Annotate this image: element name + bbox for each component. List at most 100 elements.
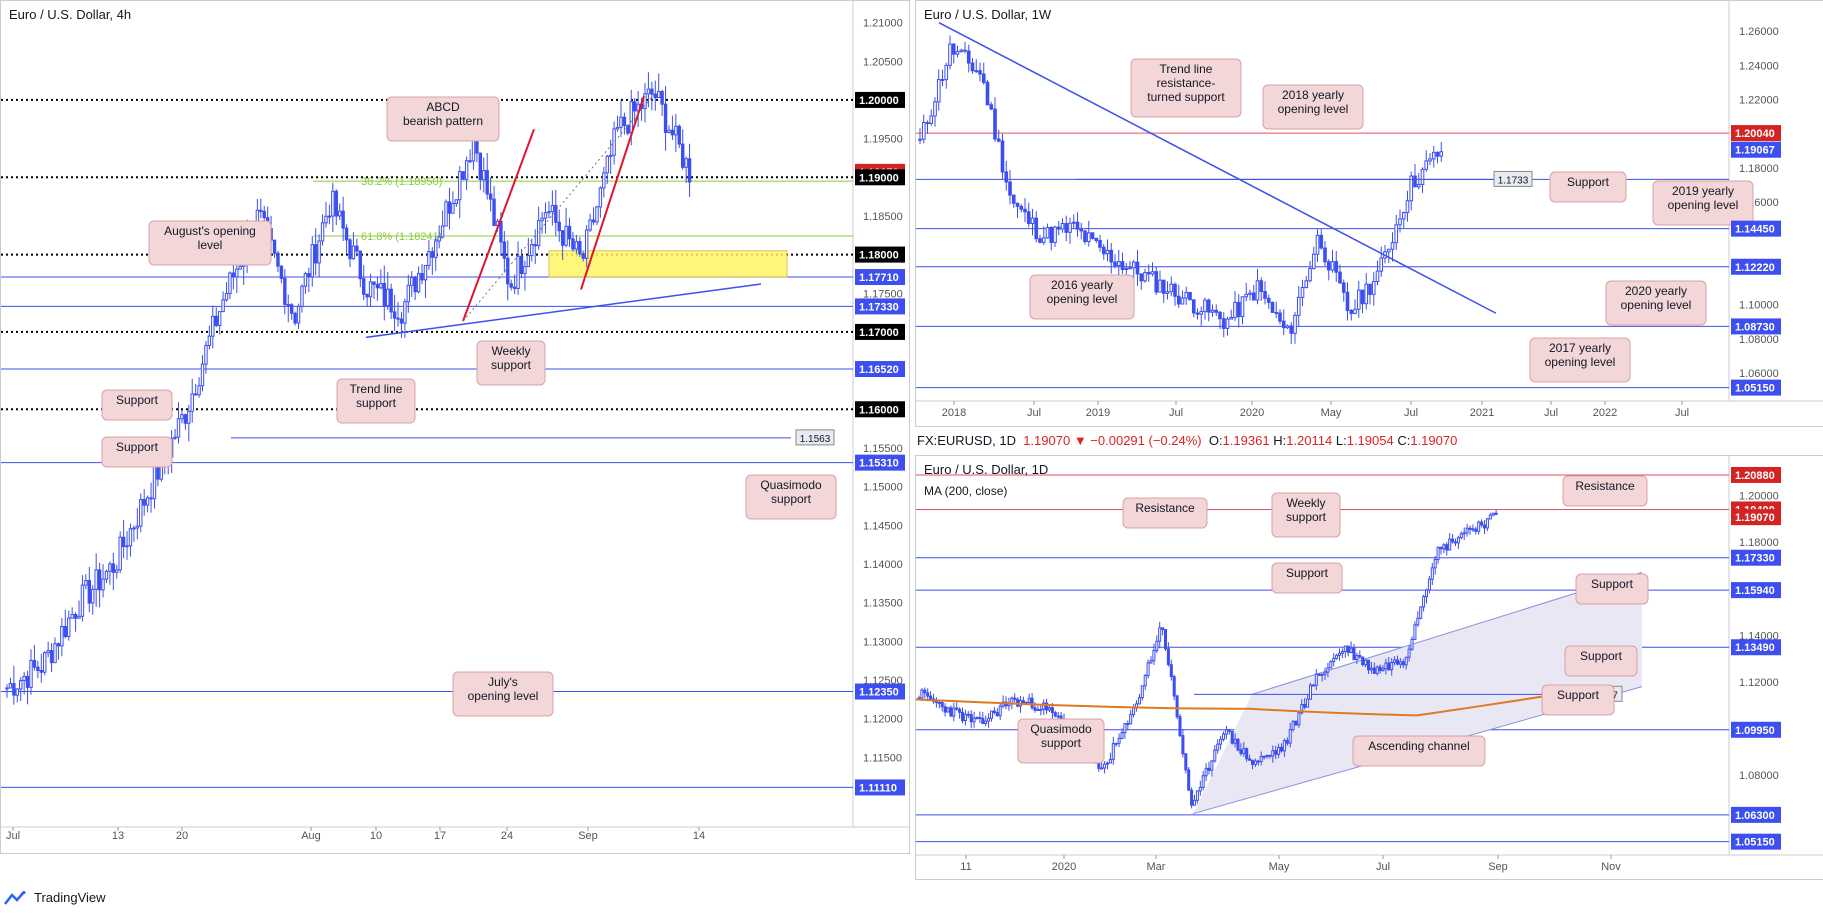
w1-candle-body xyxy=(1390,242,1395,250)
h4-candle-body xyxy=(142,499,146,506)
d1-candle-body xyxy=(1111,743,1115,760)
h4-candle-body xyxy=(547,211,551,214)
w1-candle-body xyxy=(1146,272,1151,275)
x-tick-label: Jul xyxy=(1404,407,1418,419)
x-tick-label: Jul xyxy=(6,830,20,842)
y-tick-label: 1.17500 xyxy=(863,288,903,300)
note-support-d1-label: Support xyxy=(1286,566,1329,580)
w1-candle-body xyxy=(1158,279,1162,293)
d1-candle-body xyxy=(1430,567,1434,580)
d1-candle-body xyxy=(1129,714,1133,725)
w1-candle-body xyxy=(1270,301,1275,313)
d1-candle-body xyxy=(1419,606,1423,619)
h4-candle-body xyxy=(444,201,448,227)
x-tick-label: 14 xyxy=(693,830,705,842)
h4-candle-body xyxy=(211,315,215,337)
trend-line-support xyxy=(365,283,762,339)
h4-candle-body xyxy=(29,659,33,688)
d1-candle-body xyxy=(1163,629,1168,650)
h4-candle-body xyxy=(12,683,16,696)
d1-candle-body xyxy=(1358,655,1362,658)
w1-candle-body xyxy=(1439,151,1444,157)
h4-candle-body xyxy=(475,140,479,154)
d1-candle-body xyxy=(1108,758,1112,764)
d1-candle-body xyxy=(1474,528,1478,532)
d1-candle-body xyxy=(1308,684,1313,700)
h4-candle-body xyxy=(214,315,218,326)
h4-candle-body xyxy=(259,209,263,212)
w1-candle-body xyxy=(1420,168,1425,185)
d1-candle-body xyxy=(1117,737,1121,744)
d1-candle-body xyxy=(1427,578,1431,591)
w1-candle-body xyxy=(1086,232,1091,243)
w1-chart[interactable]: 1.260001.240001.220001.180001.160001.100… xyxy=(916,1,1823,426)
w1-candle-body xyxy=(1319,234,1324,249)
h4-candle-body xyxy=(317,240,321,264)
d1-candle-body xyxy=(1262,755,1266,758)
note-trendline-box xyxy=(336,378,416,424)
w1-candle-body xyxy=(925,122,930,125)
w1-candle-body xyxy=(1259,280,1264,293)
note-2018-label: 2018 yearly xyxy=(1282,88,1344,102)
d1-candle-body xyxy=(1491,512,1495,516)
h4-candle-body xyxy=(543,212,548,219)
h4-candle-body xyxy=(115,569,119,573)
note-support-w-box xyxy=(1549,171,1627,203)
w1-candle-body xyxy=(933,101,937,117)
h4-candle-body xyxy=(653,93,657,99)
h4-candle-body xyxy=(355,245,359,252)
d1-candle-body xyxy=(958,708,962,713)
price-label-bg xyxy=(1731,509,1781,526)
x-tick-label: Jul xyxy=(1169,407,1183,419)
h4-candle-body xyxy=(512,286,517,290)
w1-chart-title: Euro / U.S. Dollar, 1W xyxy=(924,7,1052,22)
d1-candle-body xyxy=(1187,769,1191,791)
h4-candle-body xyxy=(396,317,400,320)
h4-candle-body xyxy=(283,277,287,305)
h4-candle-body xyxy=(626,125,630,134)
d1-candle-body xyxy=(1364,659,1368,666)
note-august-label: level xyxy=(198,238,223,252)
h4-candle-body xyxy=(368,281,373,298)
w1-candle-body xyxy=(981,73,986,83)
high-value: 1.20114 xyxy=(1286,433,1333,448)
d1-candle-body xyxy=(981,717,985,724)
w1-candle-body xyxy=(1139,273,1144,282)
h4-candle-body xyxy=(499,220,503,243)
h4-candle-body xyxy=(560,230,565,246)
w1-candle-body xyxy=(1203,299,1207,313)
d1-candle-body xyxy=(1233,738,1237,744)
w1-candle-body xyxy=(1030,217,1035,224)
small-tag-label: 1.1733 xyxy=(1498,175,1529,186)
tradingview-brand[interactable]: TradingView xyxy=(4,890,106,905)
price-change: ▼ −0.00291 (−0.24%) xyxy=(1073,433,1202,448)
h4-candle-body xyxy=(650,88,654,95)
d1-chart-panel[interactable]: 1.200001.180001.160001.140001.120001.080… xyxy=(915,455,1823,880)
x-tick-label: May xyxy=(1321,407,1342,419)
w1-candle-body xyxy=(1266,297,1271,303)
h4-chart[interactable]: 1.21000 1.20500 1.19500 1.18500 1.17500 1.165… xyxy=(1,1,909,853)
y-tick-label: 1.14500 xyxy=(863,520,903,532)
d1-candle-body xyxy=(1259,755,1263,763)
h4-candle-body xyxy=(670,129,675,136)
h4-candle-body xyxy=(416,273,421,293)
h4-candle-body xyxy=(365,293,369,298)
w1-candle-body xyxy=(1090,232,1095,239)
d1-candle-body xyxy=(1494,512,1498,515)
w1-chart-panel[interactable]: 1.26000 1.24000 1.22000 1.18000 1.16000 1.100… xyxy=(915,0,1823,427)
d1-chart[interactable]: 1.200001.180001.160001.140001.120001.080… xyxy=(916,456,1823,879)
h4-candle-body xyxy=(420,273,424,281)
h4-candle-body xyxy=(557,221,561,232)
d1-candle-body xyxy=(984,720,988,724)
price-label-bg xyxy=(855,779,905,796)
d1-candle-body xyxy=(1343,645,1347,653)
h4-candle-body xyxy=(307,273,311,278)
y-tick-label: 1.15000 xyxy=(863,482,903,494)
h4-candle-body xyxy=(5,687,9,690)
d1-candle-body xyxy=(1306,698,1310,708)
h4-candle-body xyxy=(63,626,68,637)
w1-candle-body xyxy=(1206,299,1211,313)
h4-candle-body xyxy=(49,650,54,664)
h4-chart-panel[interactable]: 1.21000 1.20500 1.19500 1.18500 1.17500 1.165… xyxy=(0,0,910,854)
x-tick-label: 10 xyxy=(370,830,382,842)
